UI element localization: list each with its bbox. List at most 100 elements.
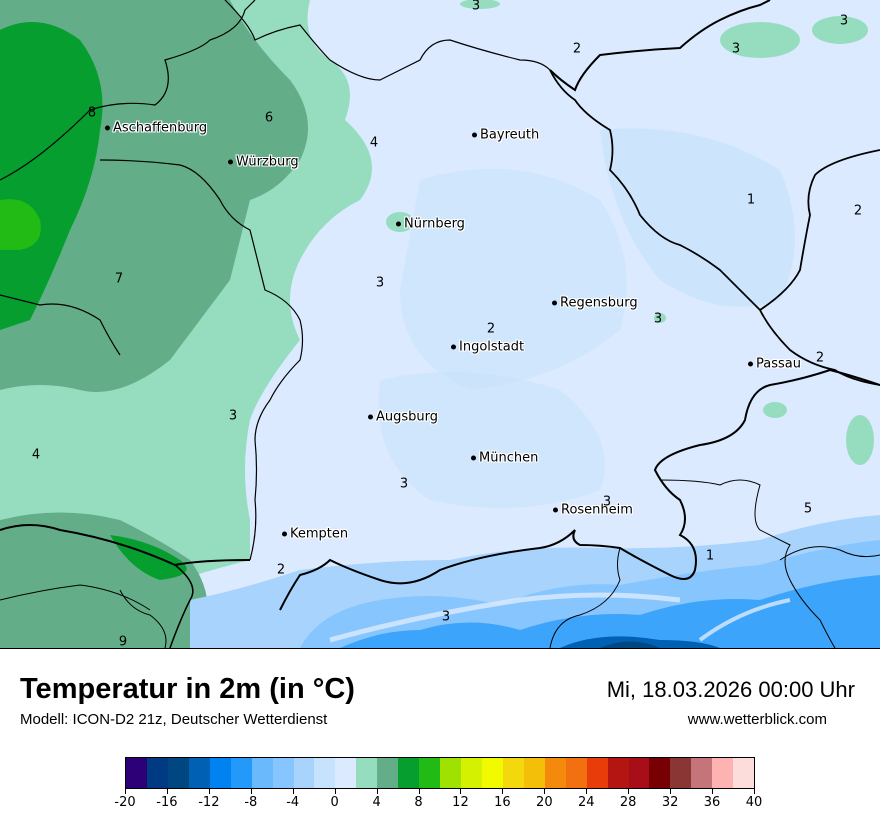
city-kempten: Kempten	[282, 527, 348, 542]
legend-color-segment	[419, 758, 441, 788]
model-source: Modell: ICON-D2 21z, Deutscher Wetterdie…	[20, 711, 328, 728]
city-dot-icon	[396, 221, 401, 227]
temp-value-label: 3	[441, 609, 451, 625]
legend-color-segment	[356, 758, 378, 788]
temp-value-label: 8	[87, 105, 97, 121]
temp-value-label: 6	[264, 110, 274, 126]
legend-color-segment	[126, 758, 147, 788]
legend-tick-label: 12	[452, 795, 469, 810]
legend-tick-label: 24	[577, 795, 595, 810]
legend-tick-label: -8	[244, 795, 258, 810]
legend-tick-mark	[166, 789, 168, 794]
legend-tick-label: 36	[703, 795, 721, 810]
legend-color-segment	[733, 758, 755, 788]
legend-color-segment	[440, 758, 461, 788]
legend-tick-label: 28	[619, 795, 637, 810]
city-ingolstadt: Ingolstadt	[451, 340, 524, 355]
legend-tick-label: -16	[156, 795, 178, 810]
legend-tick-mark	[586, 789, 588, 794]
temp-value-label: 3	[375, 275, 385, 291]
city-bayreuth: Bayreuth	[472, 128, 539, 143]
legend-color-segment	[649, 758, 671, 788]
temp-value-label: 2	[486, 321, 496, 337]
temp-value-label: 4	[31, 447, 41, 463]
city-augsburg: Augsburg	[368, 410, 438, 425]
color-legend-ticks: -20 -16 -12 -8 -4 0 4 8 12 16 20 24 28 32 36 40	[114, 789, 762, 819]
legend-color-segment	[544, 758, 566, 788]
city-muenchen: München	[471, 451, 538, 466]
legend-color-segment	[607, 758, 629, 788]
legend-tick-label: 16	[494, 795, 511, 810]
city-aschaffenburg: Aschaffenburg	[105, 121, 207, 136]
legend-tick-mark	[250, 789, 252, 794]
legend-tick-label: 20	[536, 795, 553, 810]
legend-color-segment	[209, 758, 231, 788]
legend-color-segment	[230, 758, 252, 788]
temp-value-label: 3	[471, 0, 481, 14]
legend-color-segment	[670, 758, 692, 788]
legend-tick-mark	[460, 789, 462, 794]
temp-value-label: 2	[815, 350, 825, 366]
legend-color-segment	[272, 758, 294, 788]
legend-tick-label: -20	[114, 795, 136, 810]
temp-value-label: 3	[399, 476, 409, 492]
legend-tick-mark	[754, 789, 755, 794]
legend-tick-label: 4	[372, 795, 381, 810]
temp-value-label: 2	[276, 562, 286, 578]
temp-value-label: 5	[803, 501, 813, 517]
legend-color-segment	[586, 758, 608, 788]
legend-tick-mark	[376, 789, 378, 794]
temp-value-label: 3	[731, 41, 741, 57]
map-title: Temperatur in 2m (in °C)	[20, 673, 355, 705]
legend-color-segment	[523, 758, 545, 788]
legend-color-segment	[167, 758, 189, 788]
temp-value-label: 3	[602, 494, 612, 510]
city-wuerzburg: Würzburg	[228, 155, 299, 170]
legend-color-segment	[314, 758, 336, 788]
legend-color-segment	[461, 758, 482, 788]
city-dot-icon	[451, 344, 456, 350]
legend-tick-label: 32	[661, 795, 679, 810]
city-dot-icon	[748, 361, 753, 367]
legend-color-segment	[502, 758, 524, 788]
legend-tick-mark	[125, 789, 126, 794]
city-dot-icon	[228, 159, 233, 165]
city-dot-icon	[472, 132, 477, 138]
city-regensburg: Regensburg	[552, 296, 638, 311]
temperature-field	[0, 0, 880, 648]
legend-color-segment	[251, 758, 273, 788]
temp-value-label: 7	[114, 271, 124, 287]
legend-color-segment	[398, 758, 420, 788]
legend-color-segment	[188, 758, 210, 788]
legend-tick-label: 40	[745, 795, 763, 810]
temp-value-label: 2	[853, 203, 863, 219]
city-dot-icon	[552, 300, 557, 306]
city-dot-icon	[282, 531, 287, 537]
city-dot-icon	[105, 125, 110, 131]
legend-color-segment	[335, 758, 357, 788]
legend-tick-label: 8	[414, 795, 423, 810]
city-dot-icon	[471, 455, 476, 461]
legend-tick-mark	[208, 789, 210, 794]
temperature-map: Aschaffenburg Würzburg Bayreuth Nürnberg…	[0, 0, 880, 649]
temp-value-label: 1	[746, 192, 756, 208]
temp-value-label: 3	[228, 408, 238, 424]
legend-tick-label: -12	[198, 795, 220, 810]
map-footer: Temperatur in 2m (in °C) Modell: ICON-D2…	[0, 649, 880, 830]
temp-value-label: 4	[369, 135, 379, 151]
temp-value-label: 3	[653, 311, 663, 327]
legend-color-segment	[481, 758, 503, 788]
legend-tick-label: -4	[286, 795, 300, 810]
legend-color-segment	[293, 758, 315, 788]
temp-value-label: 1	[705, 548, 715, 564]
legend-color-segment	[628, 758, 650, 788]
website-link[interactable]: www.wetterblick.com	[687, 711, 827, 728]
city-rosenheim: Rosenheim	[553, 503, 633, 518]
legend-tick-mark	[670, 789, 672, 794]
city-dot-icon	[368, 414, 373, 420]
temp-value-label: 2	[572, 41, 582, 57]
legend-tick-mark	[418, 789, 420, 794]
legend-color-segment	[712, 758, 734, 788]
city-nuernberg: Nürnberg	[396, 217, 465, 232]
legend-tick-mark	[628, 789, 630, 794]
